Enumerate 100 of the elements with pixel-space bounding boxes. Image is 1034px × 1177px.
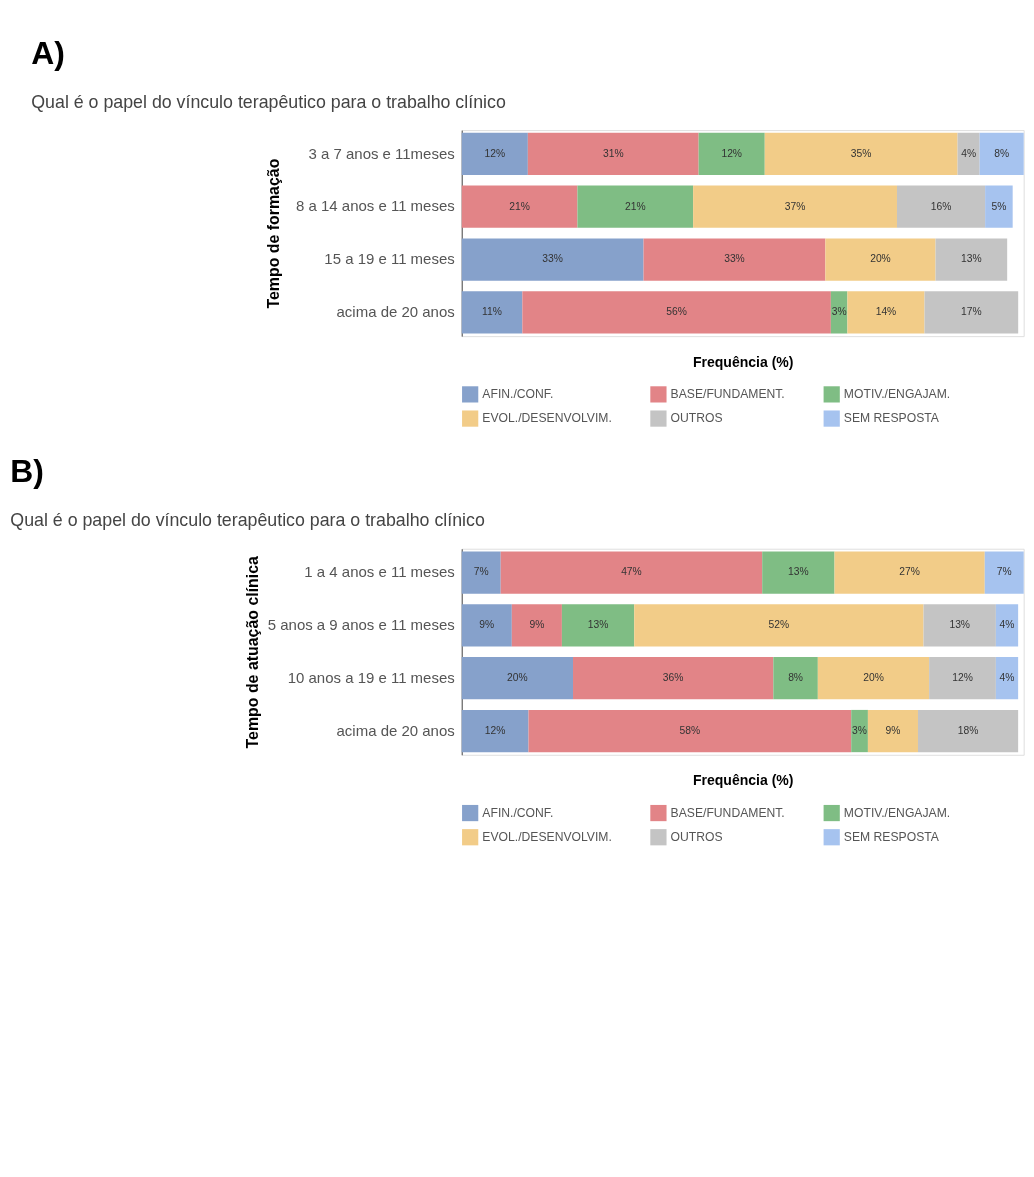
bar bbox=[461, 604, 512, 647]
legend-label: AFIN./CONF. bbox=[482, 387, 554, 402]
bar bbox=[461, 709, 529, 753]
data-label: 3% bbox=[831, 306, 847, 318]
data-label: 36% bbox=[662, 672, 684, 684]
data-label: 4% bbox=[999, 619, 1015, 631]
bar bbox=[957, 132, 980, 176]
legend-label: AFIN./CONF. bbox=[482, 805, 554, 820]
legend-label: SEM RESPOSTA bbox=[843, 411, 940, 426]
data-label: 31% bbox=[602, 147, 624, 159]
data-label: 13% bbox=[788, 566, 809, 578]
bar bbox=[995, 657, 1019, 700]
legend-label: OUTROS bbox=[670, 411, 723, 426]
legend-label: MOTIV./ENGAJAM. bbox=[843, 805, 951, 820]
bar bbox=[698, 132, 765, 176]
data-label: 13% bbox=[961, 253, 982, 265]
legend-label: BASE/FUNDAMENT. bbox=[670, 805, 785, 820]
bar bbox=[773, 657, 818, 700]
bar bbox=[917, 709, 1019, 753]
bar bbox=[522, 291, 831, 334]
y-tick-label: 8 a 14 anos e 11 meses bbox=[296, 197, 455, 215]
bar bbox=[762, 551, 835, 594]
data-label: 33% bbox=[724, 253, 745, 265]
data-label: 9% bbox=[529, 619, 545, 631]
y-tick-label: 3 a 7 anos e 11meses bbox=[308, 144, 455, 162]
bar bbox=[461, 185, 578, 228]
bar bbox=[577, 185, 694, 228]
y-tick-label: 10 anos a 19 e 11 meses bbox=[287, 668, 455, 686]
data-label: 11% bbox=[482, 306, 502, 318]
bar bbox=[561, 604, 635, 647]
bar bbox=[461, 291, 523, 334]
bar bbox=[929, 657, 996, 700]
data-label: 20% bbox=[507, 672, 528, 684]
y-tick-label: acima de 20 anos bbox=[336, 721, 455, 739]
bar bbox=[935, 238, 1008, 281]
data-label: 13% bbox=[949, 619, 971, 631]
data-label: 35% bbox=[850, 147, 872, 159]
legend-label: SEM RESPOSTA bbox=[843, 829, 940, 844]
x-axis-title: Frequência (%) bbox=[692, 772, 794, 789]
data-label: 12% bbox=[952, 672, 973, 684]
bar bbox=[923, 604, 996, 647]
legend-label: OUTROS bbox=[670, 829, 723, 844]
x-axis-title: Frequência (%) bbox=[692, 353, 794, 370]
legend-label: EVOL./DESENVOLVIM. bbox=[482, 829, 612, 844]
data-label: 14% bbox=[875, 306, 897, 318]
y-axis-title: Tempo de atuação clínica bbox=[244, 555, 262, 749]
data-label: 20% bbox=[870, 253, 891, 265]
bar bbox=[693, 185, 897, 228]
data-label: 4% bbox=[961, 147, 977, 159]
data-label: 27% bbox=[899, 566, 920, 578]
bar bbox=[825, 238, 936, 281]
data-label: 21% bbox=[509, 200, 530, 212]
data-label: 8% bbox=[994, 147, 1010, 159]
legend-label: MOTIV./ENGAJAM. bbox=[843, 387, 951, 402]
data-label: 37% bbox=[784, 200, 806, 212]
data-label: 3% bbox=[852, 724, 868, 736]
data-label: 33% bbox=[542, 253, 563, 265]
bar bbox=[643, 238, 826, 281]
y-tick-label: 5 anos a 9 anos e 11 meses bbox=[267, 616, 455, 634]
text: B) bbox=[10, 453, 44, 490]
bar bbox=[634, 604, 924, 647]
data-label: 12% bbox=[484, 724, 506, 736]
bar bbox=[461, 132, 528, 176]
data-label: 20% bbox=[863, 672, 884, 684]
data-label: 56% bbox=[666, 306, 687, 318]
data-label: 9% bbox=[479, 619, 495, 631]
legend-label: BASE/FUNDAMENT. bbox=[670, 387, 785, 402]
bar bbox=[511, 604, 562, 647]
bar bbox=[847, 291, 925, 334]
data-label: 7% bbox=[473, 566, 489, 578]
bar bbox=[573, 657, 774, 700]
bar bbox=[995, 604, 1019, 647]
data-label: 16% bbox=[930, 200, 952, 212]
bar bbox=[985, 185, 1013, 228]
bar bbox=[896, 185, 986, 228]
y-axis-title: Tempo de formação bbox=[265, 158, 283, 309]
data-label: 7% bbox=[996, 566, 1012, 578]
data-label: 12% bbox=[484, 147, 506, 159]
data-label: 52% bbox=[768, 619, 790, 631]
y-tick-label: 1 a 4 anos e 11 meses bbox=[304, 563, 455, 581]
data-label: 9% bbox=[885, 724, 901, 736]
bar bbox=[817, 657, 930, 700]
legend-label: EVOL./DESENVOLVIM. bbox=[482, 411, 612, 426]
bar bbox=[834, 551, 985, 594]
bar bbox=[528, 709, 852, 753]
bar bbox=[461, 551, 501, 594]
data-label: 12% bbox=[721, 147, 743, 159]
data-label: 5% bbox=[991, 200, 1007, 212]
bar bbox=[924, 291, 1019, 334]
bar bbox=[461, 238, 644, 281]
data-label: 17% bbox=[961, 306, 982, 318]
data-label: 21% bbox=[624, 200, 646, 212]
bar bbox=[500, 551, 763, 594]
text: Qual é o papel do vínculo terapêutico para o trabalho clínico bbox=[10, 510, 485, 531]
y-tick-label: 15 a 19 e 11 meses bbox=[324, 250, 455, 268]
data-label: 18% bbox=[957, 724, 979, 736]
data-label: 58% bbox=[679, 724, 701, 736]
data-label: 47% bbox=[621, 566, 642, 578]
data-label: 4% bbox=[999, 672, 1015, 684]
data-label: 8% bbox=[788, 672, 804, 684]
